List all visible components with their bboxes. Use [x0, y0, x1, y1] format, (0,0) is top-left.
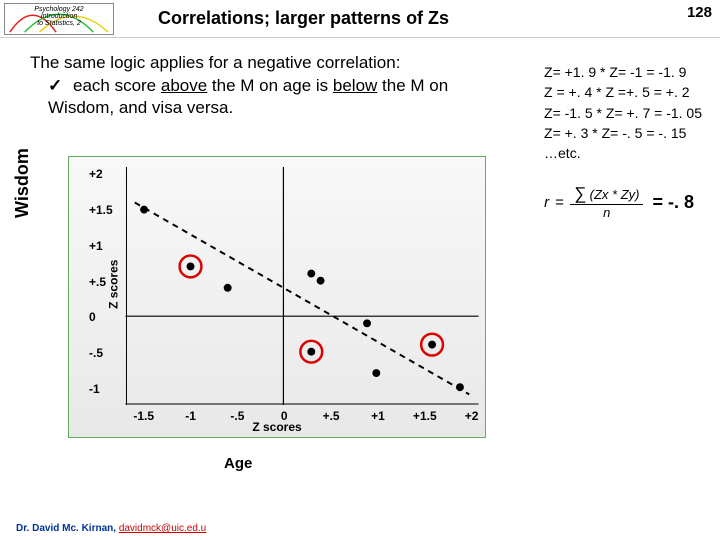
x-tick-label: +1	[371, 409, 385, 423]
bullet-1: each score above the M on age is below t…	[48, 75, 470, 118]
y-tick-label: -1	[89, 382, 100, 396]
course-line-2: Introduction	[5, 13, 113, 20]
correlation-formula: r = ∑ (Zx * Zy) n = -. 8	[544, 184, 694, 220]
x-tick-label: +2	[465, 409, 479, 423]
slide-title: Correlations; larger patterns of Zs	[158, 8, 449, 29]
z-calculations: Z= +1. 9 * Z= -1 = -1. 9 Z = +. 4 * Z =+…	[544, 62, 702, 163]
plot-area	[125, 167, 479, 405]
calc-3: Z= -1. 5 * Z= +. 7 = -1. 05	[544, 103, 702, 123]
calc-2: Z = +. 4 * Z =+. 5 = +. 2	[544, 82, 702, 102]
author-email[interactable]: davidmck@uic.ed.u	[119, 523, 206, 534]
data-point	[307, 348, 315, 356]
data-point	[140, 206, 148, 214]
x-tick-label: +1.5	[413, 409, 437, 423]
data-point	[224, 284, 232, 292]
trend-line	[135, 203, 469, 395]
course-logo: Psychology 242 Introduction to Statistic…	[4, 3, 114, 35]
body-text: The same logic applies for a negative co…	[30, 52, 470, 118]
y-tick-label: +2	[89, 167, 103, 181]
data-point	[456, 383, 464, 391]
y-tick-label: 0	[89, 310, 96, 324]
data-point	[317, 277, 325, 285]
formula-fraction: ∑ (Zx * Zy) n	[570, 184, 644, 220]
data-point	[187, 262, 195, 270]
data-point	[363, 319, 371, 327]
slide-footer: Dr. David Mc. Kirnan, davidmck@uic.ed.u	[16, 523, 206, 534]
course-line-3: to Statistics, 2	[5, 20, 113, 27]
x-tick-label: 0	[281, 409, 288, 423]
y-tick-label: +1	[89, 239, 103, 253]
calc-etc: …etc.	[544, 143, 702, 163]
x-tick-label: -1.5	[133, 409, 154, 423]
y-axis-label-inner: Z scores	[107, 260, 121, 309]
x-tick-label: +.5	[323, 409, 340, 423]
slide-header: Psychology 242 Introduction to Statistic…	[0, 0, 720, 38]
x-axis-label-inner: Z scores	[252, 420, 301, 434]
y-axis-label-outer: Wisdom	[12, 148, 33, 218]
y-tick-label: +.5	[89, 275, 106, 289]
intro-text: The same logic applies for a negative co…	[30, 52, 470, 73]
calc-1: Z= +1. 9 * Z= -1 = -1. 9	[544, 62, 702, 82]
scatter-chart: Wisdom Z scores Z scores +2 +1.5 +1 +.5 0 -.5…	[14, 148, 494, 478]
y-tick-label: -.5	[89, 346, 103, 360]
x-tick-label: -.5	[230, 409, 244, 423]
calc-4: Z= +. 3 * Z= -. 5 = -. 15	[544, 123, 702, 143]
data-point	[307, 270, 315, 278]
data-point	[428, 341, 436, 349]
plot-frame: Z scores Z scores +2 +1.5 +1 +.5 0 -.5 -1 -1.5 -…	[68, 156, 486, 438]
x-tick-label: -1	[185, 409, 196, 423]
x-axis-label-outer: Age	[224, 455, 252, 472]
scatter-svg	[125, 167, 479, 405]
course-line-1: Psychology 242	[5, 6, 113, 13]
y-tick-label: +1.5	[89, 203, 113, 217]
formula-r: r	[544, 194, 549, 211]
formula-result: = -. 8	[652, 192, 694, 213]
formula-eq: =	[555, 194, 564, 211]
author-name: Dr. David Mc. Kirnan,	[16, 523, 119, 534]
data-point	[372, 369, 380, 377]
page-number: 128	[687, 4, 712, 21]
